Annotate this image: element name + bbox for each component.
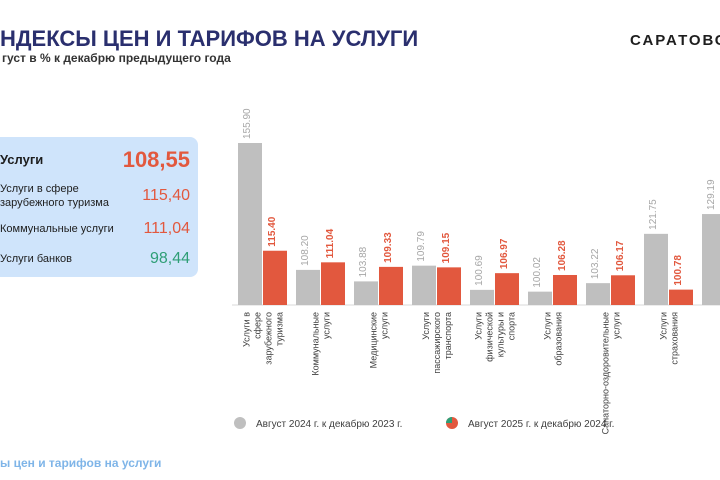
summary-label: Услуги [0,152,44,167]
category-tick-label: Коммунальныеуслуги [311,312,332,376]
bar-2024 [296,269,320,305]
bar-2024 [412,265,436,305]
data-label: 106.97 [499,238,510,269]
summary-panel: Услуги 108,55 Услуги в сфере зарубежного… [0,137,198,277]
bar-2024 [470,289,494,305]
category-tick-label: Услугистрахования [659,312,680,365]
summary-value: 111,04 [143,220,190,237]
summary-label: Услуги банков [0,253,73,265]
data-label: 106.28 [557,240,568,271]
data-label: 108.20 [300,235,311,266]
bar-2024 [528,291,552,305]
data-label: 121.75 [648,199,659,230]
data-label: 109.79 [416,231,427,262]
data-label: 106.17 [615,240,626,271]
bar-2025 [553,274,577,305]
bar-2025 [379,266,403,305]
category-tick-label: Услугифизическойкультуры испорта [474,312,517,362]
bar-2025 [437,267,461,305]
summary-label: Услуги в сфере зарубежного туризма [0,183,109,209]
bar-2024 [586,283,610,305]
data-label: 100.69 [474,255,485,286]
category-tick-label: Услуги всферезарубежноготуризма [242,312,285,365]
summary-value: 115,40 [142,187,190,204]
bar-2025 [669,289,693,305]
data-label: 111.04 [325,228,336,258]
bar-2025 [611,275,635,305]
bar-2025 [321,262,345,305]
brand-logo-text: САРАТОВС [630,32,720,49]
bar-2024 [702,214,720,305]
data-label: 103.88 [358,246,369,277]
page-subtitle: густ в % к декабрю предыдущего года [2,51,231,65]
bar-2024 [354,281,378,305]
data-label: 109.33 [383,232,394,263]
summary-row-tourism: Услуги в сфере зарубежного туризма 115,4… [0,181,190,211]
summary-value: 98,44 [149,250,190,267]
summary-row-services: Услуги 108,55 [0,145,190,175]
summary-label: Коммунальные услуги [0,223,114,235]
bar-2025 [495,273,519,305]
page-title: НДЕКСЫ ЦЕН И ТАРИФОВ НА УСЛУГИ [0,26,419,51]
bar-2025 [263,250,287,305]
data-label: 100.02 [532,257,543,288]
category-tick-label: Медицинскиеуслуги [369,312,390,368]
legend-marker-accent [446,417,452,423]
category-tick-label: Услугипассажирскоготранспорта [421,312,453,374]
data-label: 129.19 [706,179,717,210]
bar-2024 [238,143,262,305]
category-tick-label: Санаторно-оздоровительныеуслуги [601,312,622,434]
data-label: 155.90 [242,108,253,139]
summary-value: 108,55 [122,147,190,172]
data-label: 100.78 [673,255,684,286]
data-label: 103.22 [590,248,601,279]
footer-link[interactable]: ы цен и тарифов на услуги [0,456,162,470]
summary-row-utilities: Коммунальные услуги 111,04 [0,219,190,239]
data-label: 109.15 [441,232,452,263]
legend-marker-2024 [234,417,246,429]
legend-label: Август 2024 г. к декабрю 2023 г. [256,418,402,430]
category-tick-label: Услугиобразования [543,312,564,366]
data-label: 115.40 [267,216,278,246]
summary-row-banks: Услуги банков 98,44 [0,249,190,269]
bar-2024 [644,233,668,305]
legend-label: Август 2025 г. к декабрю 2024 г. [468,418,614,430]
